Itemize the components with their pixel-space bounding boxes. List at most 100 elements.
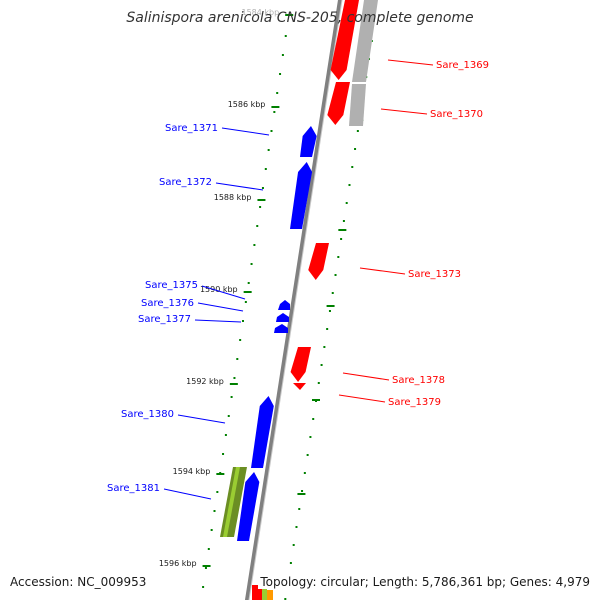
gene-label-sare-1372[interactable]: Sare_1372	[159, 177, 212, 188]
feature-track	[220, 0, 378, 600]
major-tick	[229, 383, 238, 385]
kbp-label: 1586 kbp	[228, 100, 266, 109]
minor-tick	[298, 508, 301, 510]
minor-tick	[213, 510, 216, 512]
gene-arrow-sare-1380[interactable]	[251, 396, 274, 468]
minor-tick	[267, 149, 270, 151]
tick-track-right	[284, 40, 373, 600]
gene-label-sare-1380[interactable]: Sare_1380	[121, 409, 174, 420]
gene-label-sare-1379[interactable]: Sare_1379	[388, 397, 441, 408]
minor-tick	[279, 73, 282, 75]
gene-label-sare-1375[interactable]: Sare_1375	[145, 280, 198, 291]
gene-label-sare-1376[interactable]: Sare_1376	[141, 298, 194, 309]
gene-label-sare-1371[interactable]: Sare_1371	[165, 123, 218, 134]
minor-tick	[345, 202, 348, 204]
minor-tick	[233, 377, 236, 379]
minor-tick	[256, 225, 259, 227]
minor-tick	[317, 382, 320, 384]
gene-label-sare-1369[interactable]: Sare_1369	[436, 60, 489, 71]
kbp-label: 1594 kbp	[173, 467, 211, 476]
minor-tick	[276, 92, 279, 94]
minor-tick	[247, 282, 250, 284]
minor-tick	[289, 562, 292, 564]
gene-arrow-sare-1369[interactable]	[330, 0, 359, 80]
minor-tick	[331, 292, 334, 294]
minor-tick	[328, 310, 331, 312]
kbp-label: 1590 kbp	[200, 285, 238, 294]
minor-tick	[244, 301, 247, 303]
leader-line	[201, 285, 246, 300]
gene-arrow-sare-1378[interactable]	[290, 347, 311, 382]
minor-tick	[301, 490, 304, 492]
gene-label-sare-1373[interactable]: Sare_1373	[408, 269, 461, 280]
minor-tick	[222, 453, 225, 455]
rna-feature[interactable]	[262, 588, 267, 600]
leader-line	[342, 372, 390, 381]
minor-tick	[306, 454, 309, 456]
minor-tick	[323, 346, 326, 348]
minor-tick	[273, 111, 276, 113]
minor-tick	[227, 415, 230, 417]
minor-tick	[259, 206, 262, 208]
gene-arrow-sare-1373[interactable]	[308, 243, 329, 280]
gene-arrow-sare-1377[interactable]	[274, 324, 288, 333]
gene-arrow-sare-1376[interactable]	[276, 313, 289, 322]
tick-track-left: 1584 kbp 1586 kbp 1588 kbp 1590 kbp 1592 kbp…	[159, 8, 294, 588]
minor-tick	[242, 320, 244, 322]
minor-tick	[320, 364, 323, 366]
leader-line	[194, 319, 242, 323]
gene-labels: Sare_1371 Sare_1372 Sare_1375 Sare_1376 Sare…	[107, 59, 489, 500]
major-tick	[297, 493, 306, 495]
gene-label-sare-1378[interactable]: Sare_1378	[392, 375, 445, 386]
minor-tick	[295, 526, 298, 528]
minor-tick	[216, 491, 219, 493]
gene-label-sare-1370[interactable]: Sare_1370	[430, 109, 483, 120]
minor-tick	[340, 238, 343, 240]
gene-label-sare-1381[interactable]: Sare_1381	[107, 483, 160, 494]
leader-line	[163, 488, 212, 500]
minor-tick	[312, 418, 315, 420]
minor-tick	[230, 396, 233, 398]
minor-tick	[250, 263, 253, 265]
gene-arrow[interactable]	[267, 590, 273, 600]
major-tick	[271, 106, 280, 108]
kbp-label: 1588 kbp	[214, 193, 252, 202]
minor-tick	[351, 166, 354, 168]
leader-line	[359, 267, 406, 275]
gene-arrow-sare-1371[interactable]	[300, 126, 317, 157]
leader-line	[177, 414, 226, 424]
minor-tick	[253, 244, 256, 246]
backbone	[244, 0, 343, 600]
major-tick	[243, 291, 252, 293]
minor-tick	[348, 184, 351, 186]
minor-tick	[239, 339, 242, 341]
major-tick	[312, 399, 320, 401]
major-tick	[338, 229, 347, 231]
minor-tick	[202, 586, 205, 588]
kbp-label: 1584 kbp	[241, 8, 279, 17]
gene-arrow[interactable]	[252, 585, 262, 600]
minor-tick	[210, 529, 213, 531]
major-tick	[257, 199, 266, 201]
gene-arrow-sare-1375[interactable]	[278, 300, 290, 310]
backbone-line	[244, 0, 343, 600]
kbp-label: 1596 kbp	[159, 559, 197, 568]
major-tick	[216, 473, 225, 475]
gray-feature[interactable]	[352, 0, 378, 82]
minor-tick	[224, 434, 227, 436]
gene-arrow-sare-1370[interactable]	[327, 82, 350, 125]
minor-tick	[261, 187, 264, 189]
gene-label-sare-1377[interactable]: Sare_1377	[138, 314, 191, 325]
kbp-label: 1592 kbp	[186, 377, 224, 386]
leader-line	[197, 302, 244, 312]
map-title: Salinispora arenicola CNS-205, complete …	[126, 10, 474, 26]
minor-tick	[342, 220, 345, 222]
gene-arrow-sare-1372[interactable]	[290, 162, 313, 229]
gene-arrow-sare-1381[interactable]	[237, 472, 260, 541]
major-tick	[326, 305, 335, 307]
minor-tick	[356, 130, 359, 132]
gene-arrow-sare-1379[interactable]	[293, 383, 306, 390]
leader-line	[221, 127, 270, 136]
gray-feature[interactable]	[349, 84, 366, 126]
